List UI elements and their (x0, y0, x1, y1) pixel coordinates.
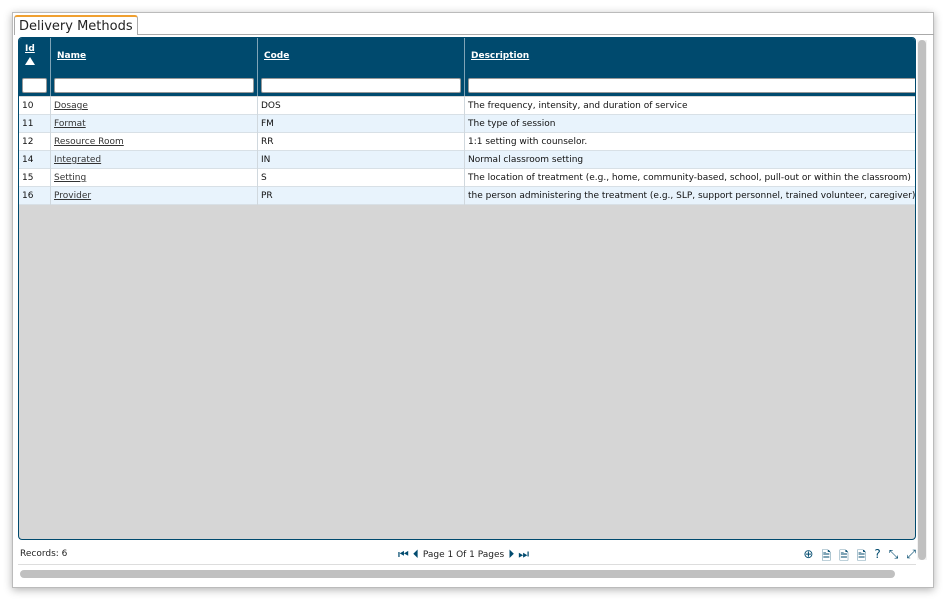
table-row[interactable]: 14 Integrated IN Normal classroom setting (19, 151, 915, 169)
vertical-scrollbar[interactable] (917, 40, 927, 560)
cell-code: S (258, 169, 465, 187)
tab-delivery-methods[interactable]: Delivery Methods (14, 15, 138, 35)
horizontal-scrollbar[interactable] (20, 570, 895, 578)
grid-header: Id Name Code Description (19, 38, 915, 96)
page-info: Page 1 Of 1 Pages (422, 549, 505, 560)
table-row[interactable]: 12 Resource Room RR 1:1 setting with counse… (19, 133, 915, 151)
name-link[interactable]: Setting (54, 173, 87, 183)
records-count: Records: 6 (20, 549, 68, 559)
filter-name-input[interactable] (54, 78, 254, 93)
tab-divider (137, 34, 934, 35)
column-code: Code (258, 38, 465, 96)
grid-toolbar: ⊕ 🗎 🗎 🗎 ? ⤡ ⤢ (803, 547, 916, 568)
cell-code: DOS (258, 97, 465, 115)
column-name: Name (51, 38, 258, 96)
export-excel-icon[interactable]: 🗎 (856, 549, 867, 563)
cell-code: PR (258, 187, 465, 205)
vertical-scroll-thumb[interactable] (918, 40, 926, 560)
name-link[interactable]: Provider (54, 191, 92, 201)
cell-name: Provider (51, 187, 258, 205)
export-excel-icon[interactable]: 🗎 (839, 549, 849, 563)
sort-code-link[interactable]: Code (264, 51, 290, 61)
table-row[interactable]: 11 Format FM The type of session (19, 115, 915, 133)
sort-id-link[interactable]: Id (25, 44, 35, 54)
grid-footer: Records: 6 ⏮ ⏴ Page 1 Of 1 Pages ⏵ ⏭ ⊕ 🗎… (18, 543, 916, 565)
cell-id: 10 (19, 97, 51, 115)
cell-id: 14 (19, 151, 51, 169)
table-row[interactable]: 10 Dosage DOS The frequency, intensity, and… (19, 97, 915, 115)
data-grid: Id Name Code Description 10 Dosage DOS The … (18, 37, 916, 540)
cell-id: 12 (19, 133, 51, 151)
next-page-icon[interactable]: ⏵ (508, 547, 515, 561)
column-description: Description (465, 38, 915, 96)
grid-body: 10 Dosage DOS The frequency, intensity, and… (19, 97, 915, 205)
name-link[interactable]: Format (54, 119, 86, 129)
collapse-icon[interactable]: ⤡ (888, 547, 899, 561)
filter-description-input[interactable] (468, 78, 915, 93)
name-link[interactable]: Resource Room (54, 137, 124, 147)
cell-name: Resource Room (51, 133, 258, 151)
cell-description: Normal classroom setting (465, 151, 915, 169)
sort-ascending-icon (25, 57, 35, 65)
last-page-icon[interactable]: ⏭ (518, 547, 530, 561)
cell-code: FM (258, 115, 465, 133)
pager: ⏮ ⏴ Page 1 Of 1 Pages ⏵ ⏭ (398, 547, 529, 562)
filter-code-input[interactable] (261, 78, 461, 93)
name-link[interactable]: Dosage (54, 101, 88, 111)
cell-description: 1:1 setting with counselor. (465, 133, 915, 151)
cell-code: RR (258, 133, 465, 151)
sort-name-link[interactable]: Name (57, 51, 87, 61)
cell-code: IN (258, 151, 465, 169)
help-icon[interactable]: ? (874, 547, 881, 561)
expand-icon[interactable]: ⤢ (906, 547, 916, 561)
table-row[interactable]: 16 Provider PR the person administering the… (19, 187, 915, 205)
cell-description: The location of treatment (e.g., home, c… (465, 169, 915, 187)
cell-id: 15 (19, 169, 51, 187)
export-excel-icon[interactable]: 🗎 (821, 549, 832, 563)
table-row[interactable]: 15 Setting S The location of treatment (e.g… (19, 169, 915, 187)
cell-description: The frequency, intensity, and duration o… (465, 97, 915, 115)
add-icon[interactable]: ⊕ (803, 547, 814, 561)
tab-label: Delivery Methods (19, 19, 133, 34)
column-id: Id (19, 38, 51, 96)
first-page-icon[interactable]: ⏮ (398, 547, 409, 561)
cell-name: Integrated (51, 151, 258, 169)
cell-name: Format (51, 115, 258, 133)
cell-id: 11 (19, 115, 51, 133)
cell-description: The type of session (465, 115, 915, 133)
cell-name: Dosage (51, 97, 258, 115)
sort-description-link[interactable]: Description (471, 51, 530, 61)
cell-id: 16 (19, 187, 51, 205)
cell-name: Setting (51, 169, 258, 187)
filter-id-input[interactable] (22, 78, 47, 93)
previous-page-icon[interactable]: ⏴ (412, 547, 419, 561)
cell-description: the person administering the treatment (… (465, 187, 915, 205)
name-link[interactable]: Integrated (54, 155, 102, 165)
